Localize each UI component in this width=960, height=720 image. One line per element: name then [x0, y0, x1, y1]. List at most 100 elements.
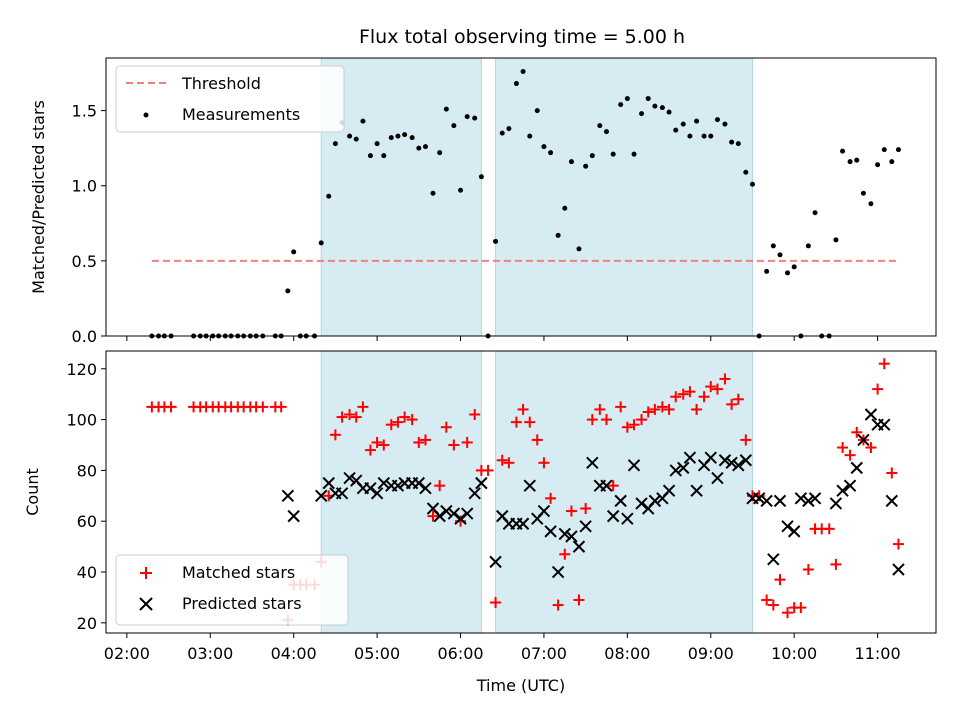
- matched-point-83: [732, 393, 744, 405]
- predicted-point-b: [878, 418, 891, 431]
- matched-point-97: [830, 558, 842, 570]
- predicted-point-80: [878, 418, 891, 431]
- predicted-point-b: [426, 502, 440, 515]
- measurement-point-79: [708, 133, 714, 139]
- matched-point-61: [580, 503, 592, 515]
- measurement-point-103: [875, 162, 881, 168]
- matched-point-48: [490, 597, 502, 609]
- bottom-x-tick-label-7: 09:00: [688, 644, 734, 663]
- predicted-point-b: [412, 476, 426, 490]
- predicted-point-39: [579, 520, 592, 533]
- predicted-point-b: [537, 504, 551, 518]
- predicted-point-b: [892, 563, 905, 576]
- matched-point-63: [594, 403, 606, 415]
- predicted-point-75: [843, 479, 857, 492]
- predicted-point-58: [711, 471, 724, 485]
- predicted-point-53: [677, 461, 690, 475]
- predicted-point-2: [315, 489, 328, 503]
- bottom-plot-frame: [105, 350, 937, 634]
- bottom-x-tick-label-5: 07:00: [521, 644, 567, 663]
- predicted-point-74: [836, 484, 849, 497]
- predicted-point-b: [433, 509, 446, 523]
- predicted-point-b: [836, 484, 849, 497]
- matched-point-60: [573, 594, 585, 606]
- measurement-point-99: [847, 159, 853, 165]
- top-legend: Threshold Measurements: [115, 65, 345, 133]
- matched-point-44: [461, 436, 473, 448]
- predicted-point-b: [725, 456, 738, 469]
- measurement-point-32: [381, 153, 387, 159]
- top-x-ticks: [126, 336, 879, 341]
- measurement-point-18: [285, 288, 291, 294]
- bottom-y-tick-label-3: 80: [77, 461, 97, 480]
- measurement-point-77: [694, 118, 700, 124]
- predicted-point-b: [669, 464, 682, 477]
- measurement-point-100: [854, 157, 860, 163]
- measurement-point-60: [576, 246, 582, 252]
- bottom-legend: Matched stars Predicted stars: [115, 554, 349, 626]
- measurement-point-89: [777, 252, 783, 258]
- measurement-point-25: [332, 141, 338, 147]
- measurement-point-69: [639, 111, 645, 117]
- legend-threshold-label: Threshold: [181, 74, 261, 93]
- measurement-point-72: [659, 105, 665, 111]
- predicted-point-b: [773, 494, 787, 508]
- predicted-point-37: [565, 530, 578, 543]
- matched-point-47: [482, 464, 494, 476]
- matched-point-74: [670, 391, 682, 403]
- bottom-x-axis-label: Time (UTC): [476, 676, 565, 695]
- predicted-point-66: [767, 553, 780, 566]
- measurement-point-23: [318, 240, 324, 246]
- predicted-point-33: [537, 504, 551, 518]
- predicted-point-34: [544, 525, 557, 538]
- measurement-point-71: [652, 103, 658, 109]
- predicted-point-17: [419, 481, 432, 495]
- predicted-point-b: [857, 433, 870, 447]
- measurement-point-75: [680, 121, 686, 127]
- matched-point-49: [496, 454, 508, 466]
- measurement-point-34: [395, 133, 401, 139]
- predicted-point-b: [322, 476, 335, 490]
- predicted-point-44: [614, 494, 627, 508]
- predicted-point-21: [447, 507, 461, 520]
- measurement-point-38: [422, 144, 428, 150]
- predicted-point-b: [391, 479, 405, 492]
- predicted-point-b: [551, 565, 565, 579]
- matched-point-34: [392, 416, 404, 428]
- predicted-point-b: [781, 520, 794, 533]
- chart-title: Flux total observing time = 5.00 h: [359, 26, 685, 48]
- matched-point-65: [607, 480, 619, 492]
- measurement-point-82: [729, 139, 735, 145]
- measurement-point-55: [541, 144, 547, 150]
- measurement-point-30: [367, 153, 373, 159]
- predicted-point-69: [787, 525, 801, 538]
- predicted-point-b: [829, 497, 843, 510]
- predicted-point-43: [606, 509, 620, 523]
- measurement-point-84: [743, 169, 749, 175]
- predicted-point-b: [621, 512, 634, 525]
- predicted-point-36: [558, 527, 572, 541]
- predicted-point-0: [281, 489, 295, 503]
- measurement-point-70: [645, 96, 651, 102]
- predicted-point-b: [752, 492, 766, 505]
- top-legend-box: [115, 65, 345, 133]
- measurement-point-46: [478, 174, 484, 180]
- predicted-point-64: [752, 492, 766, 505]
- predicted-point-b: [704, 451, 717, 464]
- matched-point-57: [552, 599, 564, 611]
- measurement-point-51: [513, 81, 519, 87]
- measurement-point-35: [402, 132, 408, 138]
- matched-point-32: [378, 439, 390, 451]
- predicted-point-46: [627, 459, 641, 472]
- bottom-y-ticks: 20 40 60 80 100 120: [66, 360, 106, 633]
- top-y-ticks: 0.0 0.5 1.0 1.5: [72, 102, 106, 346]
- top-y-axis-label: Matched/Predicted stars: [29, 100, 48, 294]
- matched-point-73: [663, 403, 675, 415]
- matched-point-59: [565, 505, 577, 517]
- predicted-point-61: [732, 459, 745, 472]
- matched-point-38: [419, 434, 431, 446]
- top-plot-frame: [105, 57, 937, 337]
- predicted-point-31: [523, 479, 536, 492]
- predicted-point-b: [468, 487, 481, 500]
- predicted-point-b: [281, 489, 295, 503]
